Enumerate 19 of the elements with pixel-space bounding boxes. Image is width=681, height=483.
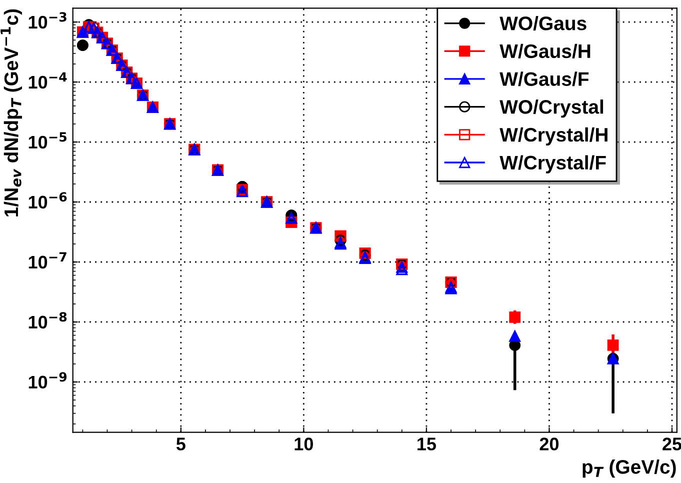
x-tick-label: 5 bbox=[176, 438, 186, 450]
y-tick-label: 10$^{−8}$ bbox=[28, 312, 67, 329]
y-axis-title: 1/N$_{ev}$ dN/dp$_{T}$ (GeV$^{−1}$c) bbox=[0, 9, 22, 216]
legend-label: W/Gaus/F bbox=[500, 72, 589, 86]
y-tick-label: 10$^{−5}$ bbox=[28, 132, 66, 149]
legend-label: WO/Crystal bbox=[500, 100, 604, 118]
x-tick-label: 20 bbox=[540, 438, 559, 450]
y-tick-label: 10$^{−7}$ bbox=[28, 252, 66, 269]
y-tick-label: 10$^{−4}$ bbox=[28, 72, 67, 89]
x-axis-title: p$_{T}$ (GeV/c) bbox=[582, 460, 676, 478]
legend-label: WO/Gaus bbox=[500, 16, 586, 30]
x-tick-label: 15 bbox=[418, 438, 436, 450]
y-tick-label: 10$^{−3}$ bbox=[28, 12, 66, 29]
x-tick-label: 10 bbox=[294, 438, 313, 450]
legend-label: W/Gaus/H bbox=[500, 44, 590, 58]
y-tick-label: 10$^{−9}$ bbox=[28, 372, 67, 389]
legend-label: W/Crystal/H bbox=[500, 127, 608, 146]
y-tick-label: 10$^{−6}$ bbox=[28, 192, 67, 209]
legend-label: W/Crystal/F bbox=[500, 155, 606, 174]
